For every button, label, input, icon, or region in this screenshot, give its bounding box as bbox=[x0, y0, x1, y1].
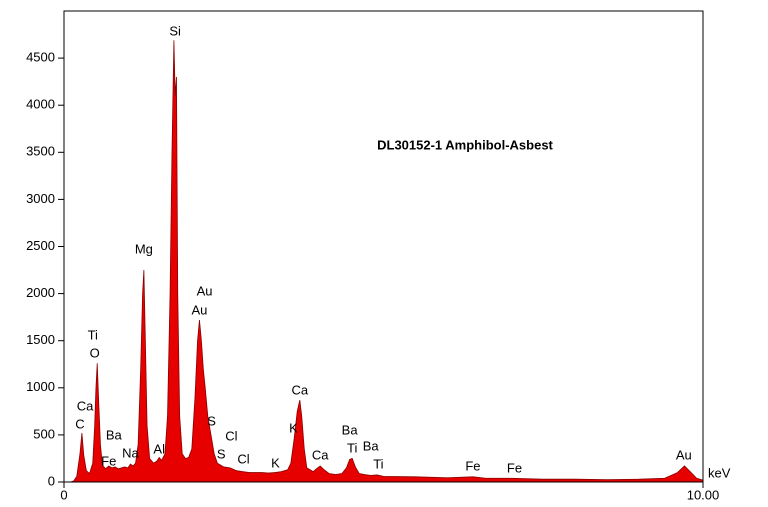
peak-label: Fe bbox=[507, 460, 522, 475]
y-tick-label: 2000 bbox=[26, 285, 55, 300]
peak-label: O bbox=[90, 345, 100, 360]
peak-label: Ti bbox=[347, 440, 357, 455]
peak-label: Ca bbox=[77, 398, 94, 413]
peak-label: Ti bbox=[88, 327, 98, 342]
y-tick-label: 4000 bbox=[26, 97, 55, 112]
peak-label: K bbox=[289, 420, 298, 435]
y-tick-label: 2500 bbox=[26, 238, 55, 253]
peak-label: Au bbox=[197, 283, 213, 298]
peak-label: Cl bbox=[225, 428, 237, 443]
peak-label: Mg bbox=[135, 241, 153, 256]
y-tick-label: 3500 bbox=[26, 144, 55, 159]
chart-title: DL30152-1 Amphibol-Asbest bbox=[377, 137, 553, 152]
peak-label: Ba bbox=[363, 438, 380, 453]
peak-label: Ti bbox=[373, 456, 383, 471]
peak-label: Au bbox=[192, 302, 208, 317]
peak-label: Na bbox=[122, 445, 139, 460]
peak-label: Ca bbox=[312, 447, 329, 462]
y-tick-label: 1500 bbox=[26, 332, 55, 347]
plot-area bbox=[64, 40, 704, 483]
peak-label: S bbox=[207, 413, 216, 428]
y-tick-label: 4500 bbox=[26, 50, 55, 65]
peak-label: Ba bbox=[106, 427, 123, 442]
peak-label: Ba bbox=[342, 422, 359, 437]
peak-label: C bbox=[75, 416, 84, 431]
peak-label: Fe bbox=[465, 458, 480, 473]
peak-label: Ca bbox=[291, 382, 308, 397]
y-tick-label: 3000 bbox=[26, 191, 55, 206]
y-tick-label: 1000 bbox=[26, 379, 55, 394]
peak-label: S bbox=[217, 446, 226, 461]
peak-label: Si bbox=[169, 23, 181, 38]
y-tick-label: 500 bbox=[33, 426, 55, 441]
peak-label: K bbox=[271, 455, 280, 470]
peak-label: Au bbox=[676, 447, 692, 462]
x-tick-label: 10.00 bbox=[687, 487, 720, 502]
y-tick-label: 0 bbox=[48, 473, 55, 488]
spectrum bbox=[64, 40, 704, 483]
peak-label: Cl bbox=[237, 451, 249, 466]
x-tick-label: 0 bbox=[60, 487, 67, 502]
peak-label: Al bbox=[153, 441, 165, 456]
x-axis-label: keV bbox=[708, 465, 731, 480]
peak-label: Fe bbox=[101, 453, 116, 468]
